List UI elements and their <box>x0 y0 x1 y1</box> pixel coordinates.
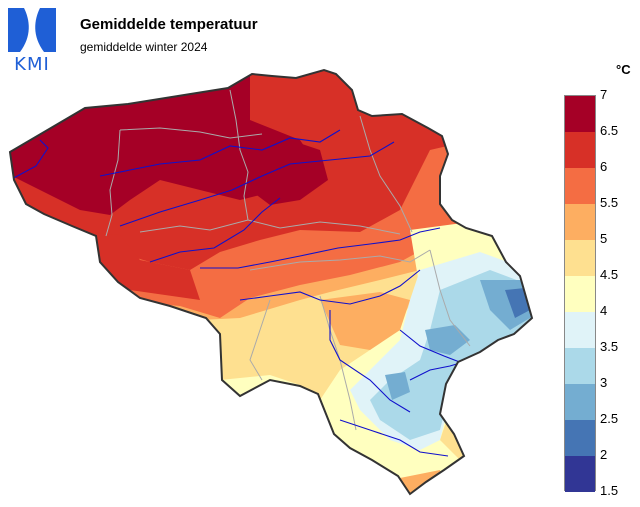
kmi-logo <box>8 8 56 52</box>
logo-text: KMI <box>14 54 50 75</box>
legend-label: 3.5 <box>600 339 619 354</box>
legend-label: 7 <box>600 87 608 102</box>
map-title: Gemiddelde temperatuur <box>80 16 258 33</box>
legend-label: 4.5 <box>600 267 619 282</box>
legend-swatch <box>565 168 595 204</box>
legend-swatch <box>565 96 595 132</box>
legend-swatch <box>565 456 595 492</box>
temperature-field <box>10 70 532 494</box>
legend-swatch <box>565 348 595 384</box>
legend-label: 2.5 <box>600 411 619 426</box>
legend-label: 1.5 <box>600 483 619 498</box>
legend-swatch <box>565 204 595 240</box>
legend-label: 4 <box>600 303 608 318</box>
legend-swatch <box>565 420 595 456</box>
legend-label: 6.5 <box>600 123 619 138</box>
color-legend <box>564 95 596 492</box>
province-borders <box>105 89 471 431</box>
legend-label: 6 <box>600 159 608 174</box>
legend-swatch <box>565 132 595 168</box>
legend-unit: °C <box>616 62 631 77</box>
legend-label: 5.5 <box>600 195 619 210</box>
legend-swatch <box>565 384 595 420</box>
legend-swatch <box>565 276 595 312</box>
legend-swatch <box>565 240 595 276</box>
map-subtitle: gemiddelde winter 2024 <box>80 40 208 54</box>
legend-label: 2 <box>600 447 608 462</box>
legend-swatch <box>565 312 595 348</box>
legend-label: 5 <box>600 231 608 246</box>
legend-label: 3 <box>600 375 608 390</box>
